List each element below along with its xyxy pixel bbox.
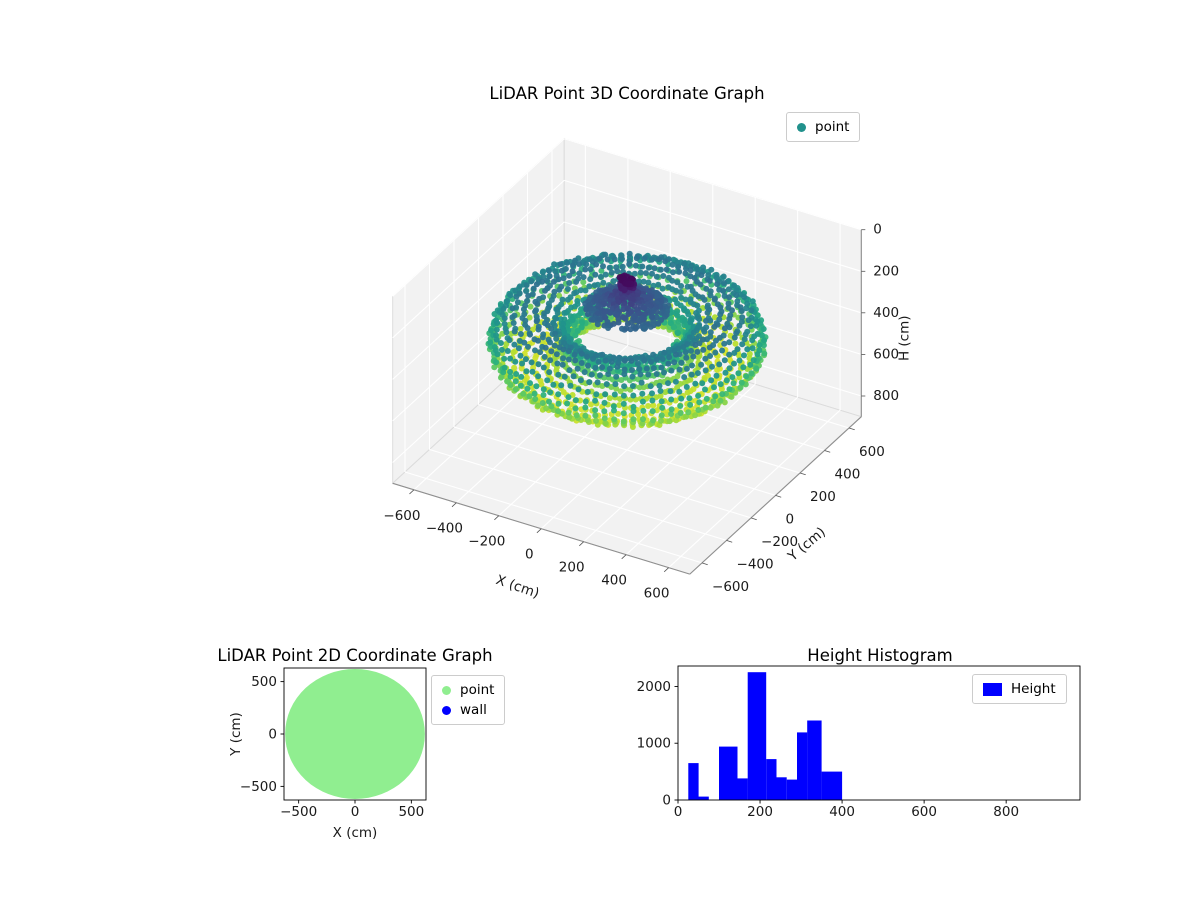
svg-text:−400: −400 (426, 521, 463, 537)
plot3d-title: LiDAR Point 3D Coordinate Graph (489, 84, 765, 103)
svg-text:−400: −400 (737, 556, 774, 572)
svg-text:200: 200 (559, 560, 585, 576)
svg-text:400: 400 (829, 804, 855, 820)
point-marker-icon (442, 685, 451, 695)
svg-text:0: 0 (674, 804, 683, 820)
point-cloud (485, 250, 769, 430)
axes-3d: −600 −400 −200 0 200 400 600 −600 −400 −200 0 200 40… (383, 137, 912, 602)
wall-marker-icon (442, 705, 451, 715)
svg-text:X (cm): X (cm) (333, 825, 378, 841)
svg-text:500: 500 (251, 674, 277, 690)
svg-text:500: 500 (398, 804, 424, 820)
legend-entry-wall: wall (442, 700, 494, 720)
legend-label: Height (1011, 681, 1056, 697)
svg-text:0: 0 (873, 222, 882, 238)
point-marker-icon (797, 122, 806, 132)
svg-text:400: 400 (835, 466, 861, 482)
svg-text:800: 800 (993, 804, 1019, 820)
axes-2d: −500 0 500 −500 0 500 X (cm) Y (cm) (228, 667, 427, 841)
svg-text:2000: 2000 (637, 679, 671, 695)
svg-text:0: 0 (268, 727, 277, 743)
svg-text:−500: −500 (280, 804, 317, 820)
svg-text:−600: −600 (383, 508, 420, 524)
svg-text:600: 600 (873, 346, 899, 362)
height-patch-icon (983, 682, 1002, 696)
svg-text:−600: −600 (712, 579, 749, 595)
svg-text:H (cm): H (cm) (896, 315, 912, 361)
svg-text:−500: −500 (240, 779, 277, 795)
svg-text:0: 0 (786, 511, 795, 527)
legend-entry-point: point (797, 117, 849, 137)
legend-label: point (815, 119, 850, 135)
histogram-title: Height Histogram (807, 646, 953, 665)
plot2d-legend: point wall (431, 675, 506, 725)
axes-histogram: 0 200 400 600 800 0 1000 2000 (637, 665, 1081, 820)
svg-text:0: 0 (351, 804, 360, 820)
svg-text:600: 600 (859, 444, 885, 460)
svg-text:0: 0 (662, 793, 671, 809)
svg-text:400: 400 (873, 305, 899, 321)
legend-entry-point: point (442, 680, 494, 700)
svg-text:200: 200 (747, 804, 773, 820)
legend-label: point (460, 682, 495, 698)
svg-text:−200: −200 (468, 534, 505, 550)
plot3d-legend: point (786, 112, 861, 142)
svg-text:X (cm): X (cm) (494, 572, 541, 602)
legend-entry-height: Height (983, 679, 1056, 699)
svg-text:0: 0 (525, 547, 534, 563)
svg-text:200: 200 (810, 489, 836, 505)
svg-text:Y (cm): Y (cm) (228, 712, 244, 757)
svg-text:1000: 1000 (637, 736, 671, 752)
histogram-legend: Height (972, 674, 1067, 704)
svg-text:600: 600 (644, 586, 670, 602)
svg-text:400: 400 (601, 573, 627, 589)
plot2d-title: LiDAR Point 2D Coordinate Graph (217, 646, 493, 665)
svg-text:200: 200 (873, 263, 899, 279)
legend-label: wall (460, 702, 487, 718)
svg-text:−200: −200 (761, 534, 798, 550)
svg-text:600: 600 (911, 804, 937, 820)
svg-text:800: 800 (873, 388, 899, 404)
